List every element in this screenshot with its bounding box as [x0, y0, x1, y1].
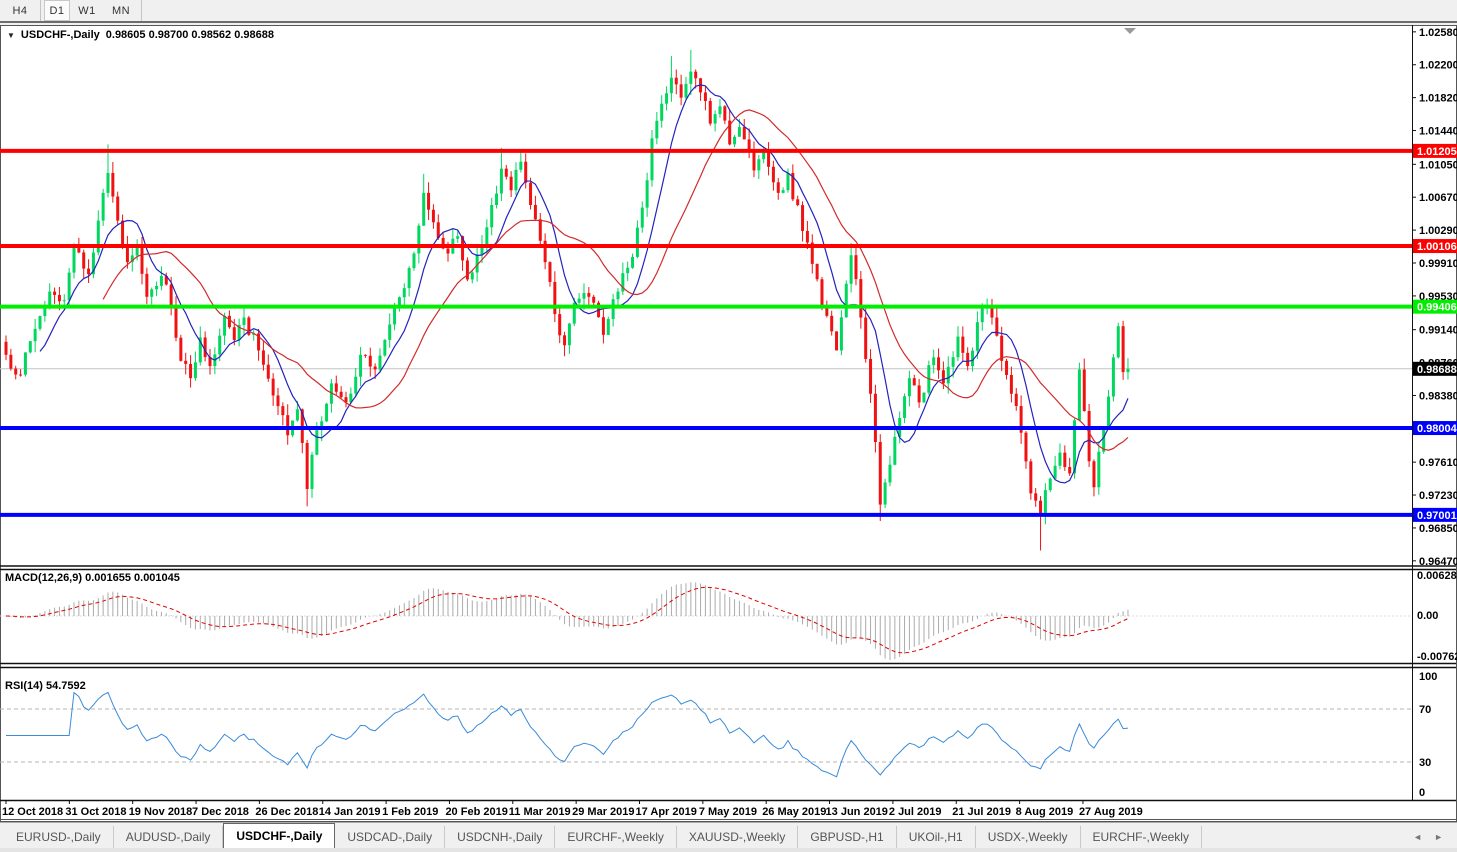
- svg-text:19 Nov 2018: 19 Nov 2018: [129, 806, 193, 818]
- svg-text:27 Aug 2019: 27 Aug 2019: [1079, 806, 1143, 818]
- macd-indicator-label: MACD(12,26,9) 0.001655 0.001045: [5, 572, 180, 584]
- tab-scroll-right-icon[interactable]: ►: [1434, 832, 1443, 842]
- svg-text:1.00290: 1.00290: [1419, 225, 1457, 237]
- svg-text:0.97230: 0.97230: [1419, 490, 1457, 502]
- svg-text:0.99140: 0.99140: [1419, 325, 1457, 337]
- level-price-tag-1.01205: 1.01205: [1413, 143, 1457, 158]
- svg-text:14 Jan 2019: 14 Jan 2019: [319, 806, 381, 818]
- svg-text:7 Dec 2018: 7 Dec 2018: [192, 806, 249, 818]
- price-axis: 1.02580 1.02200 1.01820 1.01440 1.01050 1.006…: [1412, 27, 1457, 799]
- chart-tab-usdchf-daily[interactable]: USDCHF-,Daily: [223, 823, 336, 848]
- chart-tab-bar: EURUSD-,Daily AUDUSD-,Daily USDCHF-,Daily U…: [0, 822, 1457, 848]
- chart-window[interactable]: [0, 25, 1457, 822]
- svg-text:100: 100: [1419, 671, 1437, 683]
- level-price-tag-0.98004: 0.98004: [1413, 421, 1457, 436]
- timeframe-button-mn[interactable]: MN: [111, 4, 131, 17]
- svg-text:29 Mar 2019: 29 Mar 2019: [572, 806, 634, 818]
- tab-scroll-left-icon[interactable]: ◄: [1413, 832, 1423, 842]
- rsi-indicator-label: RSI(14) 54.7592: [5, 680, 86, 692]
- svg-text:70: 70: [1419, 704, 1431, 716]
- svg-text:20 Feb 2019: 20 Feb 2019: [445, 806, 507, 818]
- svg-text:-0.00762: -0.00762: [1417, 651, 1457, 663]
- level-price-tag-0.97001: 0.97001: [1413, 507, 1457, 522]
- svg-text:0.96850: 0.96850: [1419, 523, 1457, 535]
- chart-title: ▼ USDCHF-,Daily 0.98605 0.98700 0.98562 …: [7, 29, 274, 41]
- svg-text:11 Mar 2019: 11 Mar 2019: [509, 806, 571, 818]
- candle-series: [4, 50, 1130, 551]
- svg-text:31 Oct 2018: 31 Oct 2018: [65, 806, 126, 818]
- timeframe-button-h4[interactable]: H4: [12, 4, 28, 17]
- timeframe-button-d1[interactable]: D1: [44, 0, 70, 21]
- svg-text:0.97610: 0.97610: [1419, 457, 1457, 469]
- svg-text:1.01050: 1.01050: [1419, 159, 1457, 171]
- moving-averages: [39, 84, 1129, 484]
- svg-text:26 Dec 2018: 26 Dec 2018: [255, 806, 318, 818]
- svg-text:0.006286: 0.006286: [1417, 570, 1457, 582]
- svg-text:0.96470: 0.96470: [1419, 556, 1457, 568]
- price-chart-canvas[interactable]: 1.02580 1.02200 1.01820 1.01440 1.01050 1.006…: [0, 25, 1457, 820]
- svg-text:1.00106: 1.00106: [1417, 241, 1457, 253]
- macd-panel: [0, 582, 1412, 660]
- svg-text:0.98004: 0.98004: [1417, 423, 1457, 435]
- chart-tab-usdcad-daily[interactable]: USDCAD-,Daily: [335, 826, 446, 848]
- chart-tab-usdcnh-daily[interactable]: USDCNH-,Daily: [445, 826, 556, 848]
- chart-tab-eurusd-daily[interactable]: EURUSD-,Daily: [4, 826, 114, 848]
- svg-text:0.98688: 0.98688: [1417, 364, 1457, 376]
- svg-text:1.02580: 1.02580: [1419, 27, 1457, 39]
- svg-text:1.01440: 1.01440: [1419, 126, 1457, 138]
- svg-text:0: 0: [1419, 787, 1425, 799]
- symbol-dropdown-caret-icon[interactable]: ▼: [7, 30, 15, 40]
- svg-text:0.00: 0.00: [1417, 610, 1438, 622]
- timeframe-button-w1[interactable]: W1: [78, 4, 96, 17]
- rsi-panel: [0, 691, 1412, 778]
- chart-tab-usdx-weekly[interactable]: USDX-,Weekly: [976, 826, 1081, 848]
- svg-text:21 Jul 2019: 21 Jul 2019: [952, 806, 1011, 818]
- svg-text:1.01820: 1.01820: [1419, 93, 1457, 105]
- toolbar-divider: [141, 0, 142, 21]
- svg-text:8 Aug 2019: 8 Aug 2019: [1016, 806, 1074, 818]
- time-axis: 12 Oct 2018 31 Oct 2018 19 Nov 2018 7 Dec 2…: [2, 800, 1143, 818]
- chart-tab-eurchf-weekly[interactable]: EURCHF-,Weekly: [555, 826, 677, 848]
- toolbar-divider: [40, 0, 41, 21]
- svg-text:13 Jun 2019: 13 Jun 2019: [826, 806, 888, 818]
- current-price-tag: 0.98688: [1413, 361, 1457, 376]
- chart-shift-marker-icon[interactable]: [1124, 28, 1136, 34]
- level-price-tag-0.99406: 0.99406: [1413, 299, 1457, 314]
- svg-text:0.97001: 0.97001: [1417, 510, 1457, 522]
- window-bottom-strip: [0, 848, 1457, 852]
- svg-text:1.02200: 1.02200: [1419, 60, 1457, 72]
- chart-tab-gbpusd-h1[interactable]: GBPUSD-,H1: [798, 826, 897, 848]
- svg-text:7 May 2019: 7 May 2019: [699, 806, 757, 818]
- chart-ohlc-values: 0.98605 0.98700 0.98562 0.98688: [105, 29, 274, 41]
- svg-text:0.98380: 0.98380: [1419, 390, 1457, 402]
- level-price-tag-1.00106: 1.00106: [1413, 239, 1457, 254]
- chart-tab-xauusd-weekly[interactable]: XAUUSD-,Weekly: [677, 826, 799, 848]
- horizontal-level-lines: [0, 148, 1412, 517]
- tab-scroll-controls: ◄ ►: [1413, 826, 1457, 848]
- chart-tab-audusd-daily[interactable]: AUDUSD-,Daily: [114, 826, 224, 848]
- svg-text:17 Apr 2019: 17 Apr 2019: [636, 806, 697, 818]
- svg-text:0.99910: 0.99910: [1419, 258, 1457, 270]
- chart-border: [0, 25, 1457, 820]
- timeframe-toolbar: H4 D1 W1 MN: [0, 0, 1457, 23]
- svg-text:30: 30: [1419, 757, 1431, 769]
- svg-text:1 Feb 2019: 1 Feb 2019: [382, 806, 438, 818]
- svg-text:26 May 2019: 26 May 2019: [762, 806, 826, 818]
- svg-text:1.01205: 1.01205: [1417, 146, 1457, 158]
- chart-tab-ukoil-h1[interactable]: UKOil-,H1: [897, 826, 976, 848]
- svg-text:2 Jul 2019: 2 Jul 2019: [889, 806, 942, 818]
- svg-text:1.00670: 1.00670: [1419, 192, 1457, 204]
- svg-text:12 Oct 2018: 12 Oct 2018: [2, 806, 63, 818]
- svg-text:0.99406: 0.99406: [1417, 302, 1457, 314]
- chart-symbol-label: USDCHF-,Daily: [20, 29, 100, 41]
- chart-tab-eurchf-weekly[interactable]: EURCHF-,Weekly: [1081, 826, 1202, 848]
